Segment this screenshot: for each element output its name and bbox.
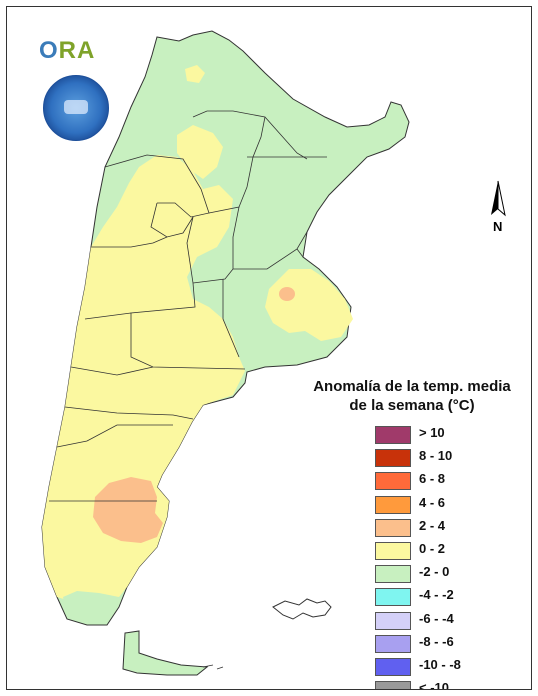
legend-swatch	[375, 681, 411, 689]
legend-item: 4 - 6	[301, 493, 523, 516]
legend-label: > 10	[419, 425, 445, 440]
legend-label: < -10	[419, 680, 449, 690]
yellow-zone-small	[185, 65, 205, 83]
legend-item: > 10	[301, 423, 523, 446]
legend-title-line1: Anomalía de la temp. media	[313, 378, 511, 395]
malvinas-islands	[272, 598, 332, 620]
legend-swatch	[375, 634, 411, 653]
legend-label: 0 - 2	[419, 540, 446, 556]
legend-label: -8 - -6	[419, 633, 454, 649]
north-arrow-icon	[491, 180, 506, 217]
map-frame: ORA N Anomalía de la temp. media de la s…	[6, 6, 532, 690]
legend-item: -8 - -6	[301, 632, 523, 655]
province-boundaries	[49, 110, 327, 502]
north-label: N	[493, 219, 503, 234]
legend-item: < -10	[301, 678, 523, 690]
legend-label: 2 - 4	[419, 517, 446, 533]
legend-swatch	[375, 541, 411, 560]
legend-swatch	[375, 472, 411, 491]
argentina-anomaly-map	[41, 30, 410, 676]
orange-zone-east	[279, 287, 295, 301]
legend-swatch	[375, 495, 411, 514]
green-zone-south	[63, 591, 119, 619]
yellow-zone-north	[177, 125, 223, 179]
legend-item: 2 - 4	[301, 516, 523, 539]
legend-swatch	[375, 565, 411, 584]
legend-label: -6 - -4	[419, 610, 454, 626]
legend-label: 6 - 8	[419, 471, 446, 487]
legend-title-line2: de la semana (°C)	[349, 397, 475, 414]
legend-label: 8 - 10	[419, 448, 453, 464]
institution-seal-icon	[43, 75, 109, 141]
legend-item: 6 - 8	[301, 469, 523, 492]
legend-label: -4 - -2	[419, 587, 454, 603]
legend-item: 0 - 2	[301, 539, 523, 562]
legend-swatch	[375, 518, 411, 537]
legend-title: Anomalía de la temp. media de la semana …	[301, 377, 523, 415]
legend-rows: > 10 8 - 10 6 - 8 4 - 6 2 - 4 0 - 2 -2 - 0 -4 -…	[301, 423, 523, 690]
tierra-del-fuego-islands	[202, 664, 224, 670]
orange-zone-south	[93, 477, 163, 543]
legend-item: -6 - -4	[301, 609, 523, 632]
legend-label: -10 - -8	[419, 656, 461, 672]
legend-item: -10 - -8	[301, 655, 523, 678]
legend-swatch	[375, 611, 411, 630]
tierra-del-fuego	[122, 630, 209, 676]
legend-swatch	[375, 657, 411, 676]
yellow-zone-central-west	[42, 155, 245, 607]
legend-item: -4 - -2	[301, 585, 523, 608]
legend-label: 4 - 6	[419, 494, 446, 510]
legend-item: 8 - 10	[301, 446, 523, 469]
ora-logo: ORA	[39, 37, 95, 65]
legend-swatch	[375, 426, 411, 444]
ora-logo-rest: RA	[58, 37, 96, 64]
legend-swatch	[375, 449, 411, 468]
legend-item: -2 - 0	[301, 562, 523, 585]
legend-label: -2 - 0	[419, 564, 450, 580]
ora-logo-o: O	[39, 37, 59, 64]
legend: Anomalía de la temp. media de la semana …	[301, 377, 523, 690]
legend-swatch	[375, 588, 411, 607]
